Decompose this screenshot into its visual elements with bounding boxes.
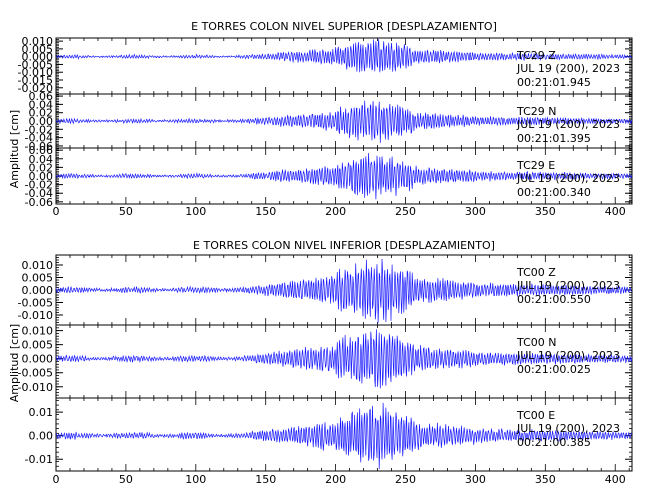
date-label: JUL 19 (200), 2023 xyxy=(516,349,620,362)
x-tick-label: 150 xyxy=(255,473,276,486)
y-tick-label: -0.015 xyxy=(18,74,53,87)
x-tick-label: 250 xyxy=(395,473,416,486)
y-tick-label: -0.02 xyxy=(25,179,53,192)
y-tick-label: -0.01 xyxy=(25,453,53,466)
x-tick-label: 100 xyxy=(185,205,206,218)
y-tick-label: 0.06 xyxy=(29,90,54,103)
date-label: JUL 19 (200), 2023 xyxy=(516,279,620,292)
station-label: TC29 N xyxy=(516,105,556,118)
y-tick-label: 0.005 xyxy=(22,272,54,285)
x-tick-label: 350 xyxy=(535,473,556,486)
y-tick-label: -0.010 xyxy=(18,381,53,394)
y-tick-label: -0.04 xyxy=(25,187,53,200)
x-tick-label: 300 xyxy=(465,205,486,218)
chart-title: E TORRES COLON NIVEL SUPERIOR [DESPLAZAM… xyxy=(191,20,497,33)
x-tick-label: 50 xyxy=(119,473,133,486)
x-tick-label: 250 xyxy=(395,205,416,218)
y-tick-label: -0.005 xyxy=(18,58,53,71)
x-tick-label: 300 xyxy=(465,473,486,486)
y-tick-label: -0.010 xyxy=(18,309,53,322)
trace-line xyxy=(55,100,633,143)
date-label: JUL 19 (200), 2023 xyxy=(516,422,620,435)
station-label: TC29 E xyxy=(516,159,555,172)
station-label: TC29 Z xyxy=(516,49,556,62)
chart-title: E TORRES COLON NIVEL INFERIOR [DESPLAZAM… xyxy=(193,239,495,252)
x-tick-label: 100 xyxy=(185,473,206,486)
panel-frame xyxy=(55,397,633,472)
y-tick-label: -0.005 xyxy=(18,367,53,380)
trace-line xyxy=(55,258,633,323)
time-label: 00:21:00.340 xyxy=(517,186,591,199)
y-tick-label: 0.02 xyxy=(29,161,54,174)
y-tick-label: 0.00 xyxy=(29,115,54,128)
y-tick-label: -0.02 xyxy=(25,123,53,136)
y-tick-label: 0.04 xyxy=(29,153,54,166)
time-label: 00:21:01.395 xyxy=(517,132,591,145)
y-tick-label: 0.000 xyxy=(22,353,54,366)
trace-line xyxy=(55,329,633,389)
y-tick-label: 0.01 xyxy=(29,406,54,419)
time-label: 00:21:00.550 xyxy=(517,293,591,306)
y-tick-label: 0.000 xyxy=(22,284,54,297)
date-label: JUL 19 (200), 2023 xyxy=(516,118,620,131)
y-tick-label: 0.010 xyxy=(22,259,54,272)
y-tick-label: 0.000 xyxy=(22,51,54,64)
date-label: JUL 19 (200), 2023 xyxy=(516,62,620,75)
y-tick-label: 0.00 xyxy=(29,430,54,443)
x-tick-label: 200 xyxy=(325,473,346,486)
y-tick-label: 0.005 xyxy=(22,43,54,56)
y-tick-label: -0.06 xyxy=(25,140,53,153)
x-tick-label: 0 xyxy=(53,205,60,218)
x-tick-label: 200 xyxy=(325,205,346,218)
y-tick-label: -0.020 xyxy=(18,82,53,95)
trace-line xyxy=(55,402,633,470)
time-label: 00:21:00.025 xyxy=(517,363,591,376)
y-tick-label: 0.010 xyxy=(22,325,54,338)
time-label: 00:21:01.945 xyxy=(517,76,591,89)
x-tick-label: 400 xyxy=(605,473,626,486)
y-tick-label: 0.02 xyxy=(29,107,54,120)
trace-line xyxy=(55,39,633,73)
y-tick-label: -0.005 xyxy=(18,297,53,310)
y-axis-label: Amplitud [cm] xyxy=(8,110,21,188)
x-tick-label: 0 xyxy=(53,473,60,486)
station-label: TC00 N xyxy=(516,336,556,349)
y-tick-label: 0.06 xyxy=(29,144,54,157)
x-tick-label: 350 xyxy=(535,205,556,218)
y-tick-label: 0.005 xyxy=(22,339,54,352)
y-tick-label: -0.010 xyxy=(18,66,53,79)
y-tick-label: 0.04 xyxy=(29,98,54,111)
y-tick-label: -0.06 xyxy=(25,196,53,209)
time-label: 00:21:00.385 xyxy=(517,436,591,449)
x-tick-label: 50 xyxy=(119,205,133,218)
x-tick-label: 150 xyxy=(255,205,276,218)
y-axis-label: Amplitud [cm] xyxy=(8,324,21,402)
date-label: JUL 19 (200), 2023 xyxy=(516,172,620,185)
station-label: TC00 Z xyxy=(516,266,556,279)
y-tick-label: 0.00 xyxy=(29,170,54,183)
x-tick-label: 400 xyxy=(605,205,626,218)
station-label: TC00 E xyxy=(516,409,555,422)
trace-line xyxy=(55,152,633,200)
y-tick-label: 0.010 xyxy=(22,35,54,48)
y-tick-label: -0.04 xyxy=(25,132,53,145)
